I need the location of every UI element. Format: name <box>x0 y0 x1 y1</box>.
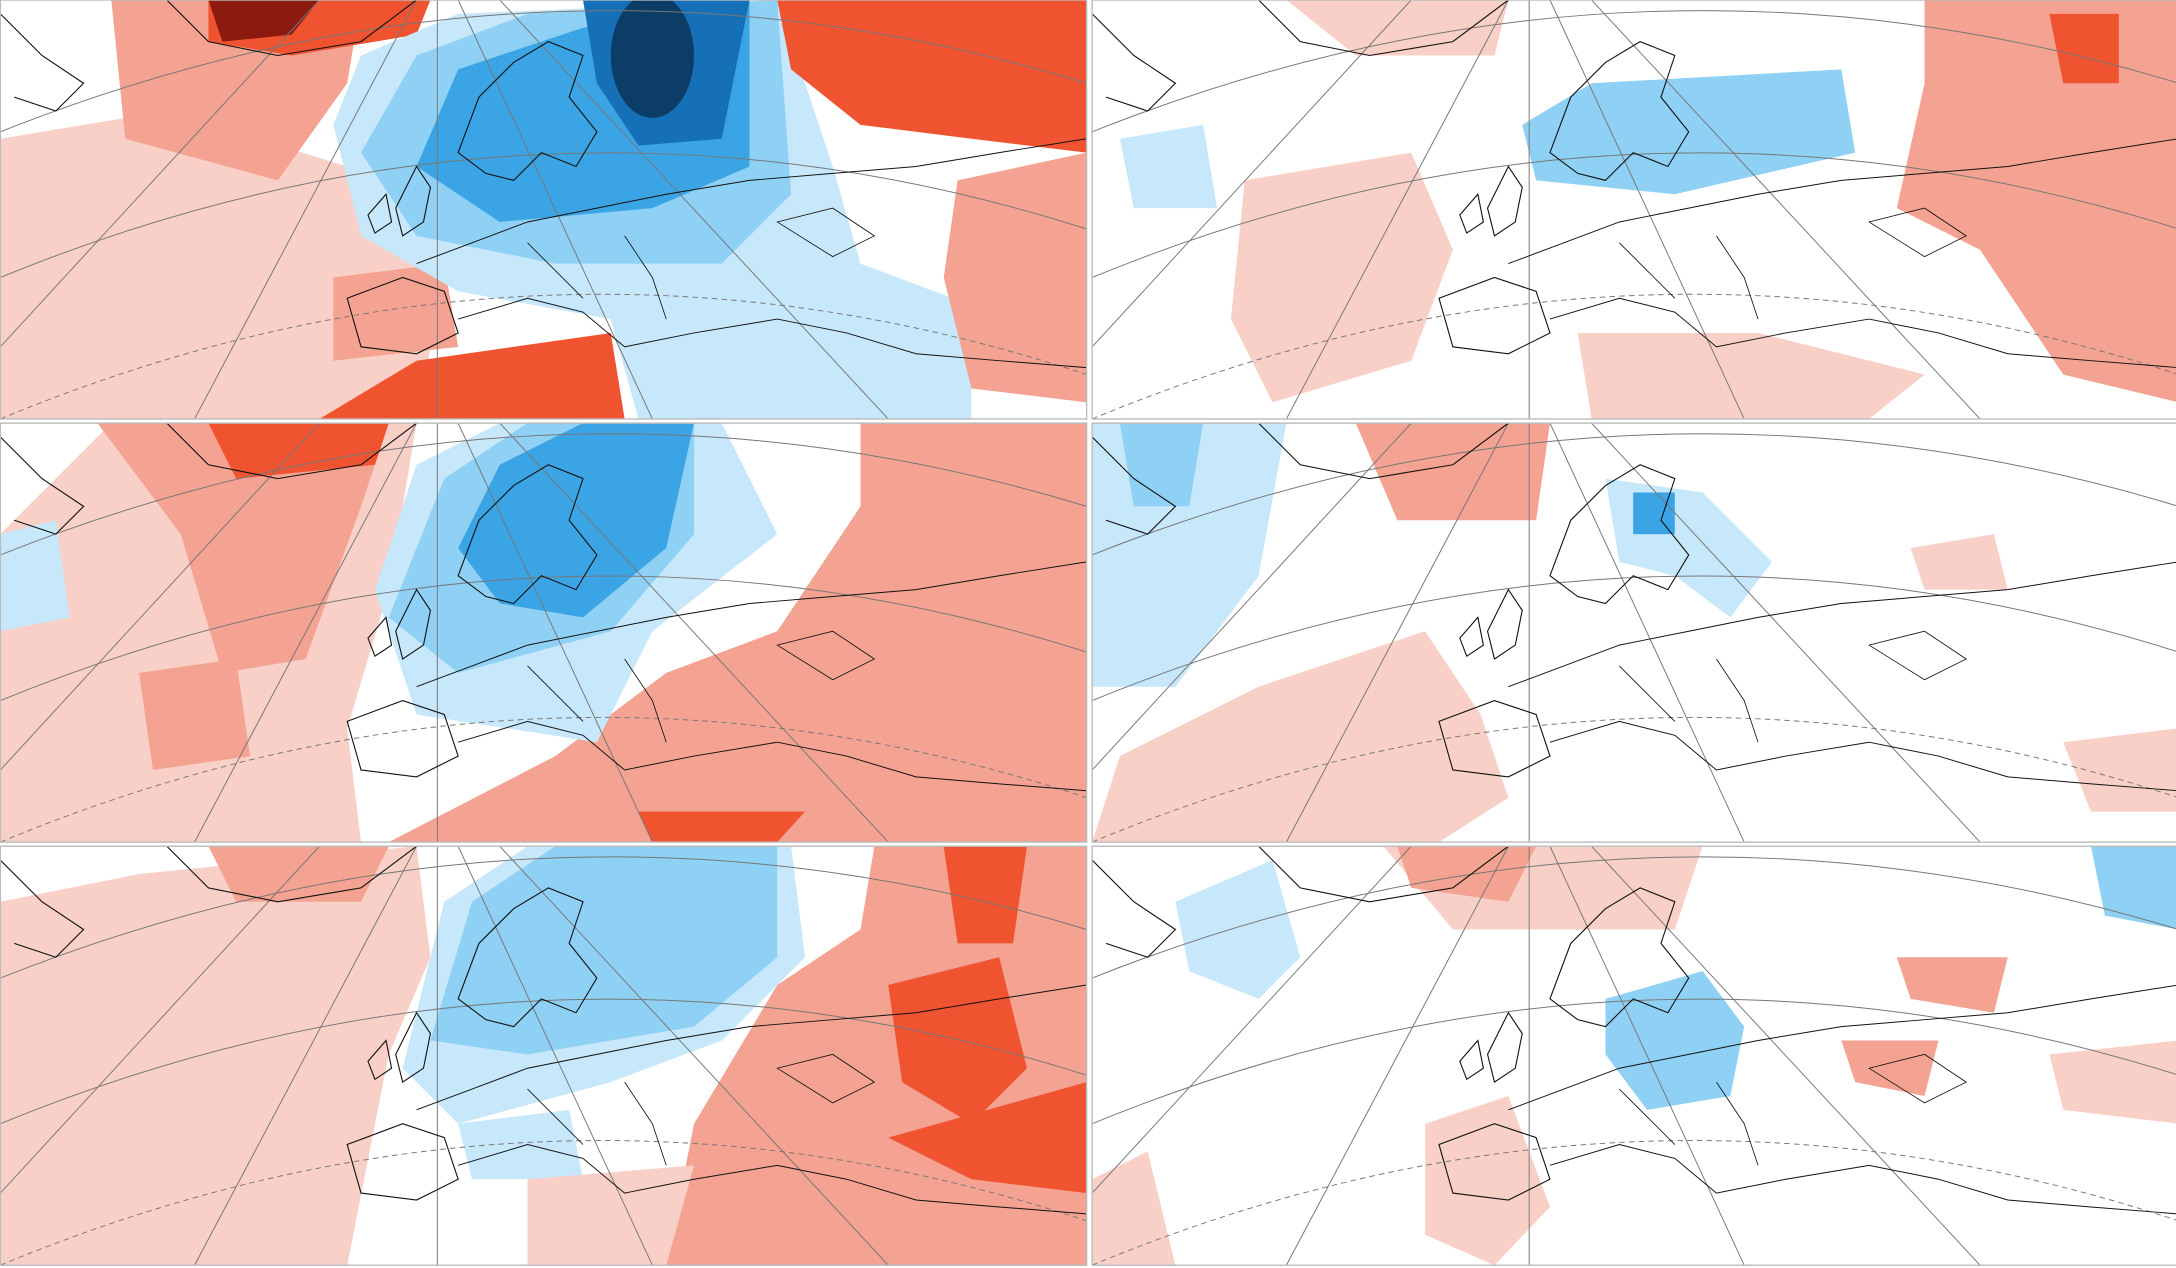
anomaly-area <box>1577 332 1925 419</box>
anomaly-area <box>1605 971 1745 1110</box>
anomaly-area <box>610 0 694 118</box>
panel-border <box>0 845 1088 1266</box>
map-field <box>1092 846 2176 1266</box>
panel-border <box>0 422 1088 843</box>
anomaly-area <box>97 423 389 673</box>
anomaly-area <box>1841 1040 1939 1096</box>
map-panel <box>1091 422 2176 843</box>
anomaly-area <box>1896 957 2008 1013</box>
anomaly-area <box>458 1109 584 1180</box>
anomaly-area <box>1175 860 1301 999</box>
anomaly-area <box>2063 728 2176 812</box>
anomaly-area <box>2049 13 2119 84</box>
anomaly-area <box>1092 631 1509 843</box>
anomaly-area <box>943 152 1087 403</box>
anomaly-area <box>943 846 1027 944</box>
anomaly-area <box>0 846 431 1266</box>
anomaly-area <box>638 811 805 843</box>
anomaly-area <box>208 0 320 42</box>
panel-border <box>1091 0 2176 420</box>
anomaly-area <box>139 658 251 770</box>
map-field <box>0 846 1087 1266</box>
anomaly-area <box>777 0 1087 153</box>
map-panel <box>1091 0 2176 420</box>
map-field <box>0 423 1087 843</box>
anomaly-area <box>2091 846 2176 930</box>
anomaly-area <box>1119 423 1204 507</box>
anomaly-area <box>1230 152 1453 403</box>
map-panel <box>0 0 1088 420</box>
anomaly-area <box>208 846 389 902</box>
anomaly-area <box>527 1165 695 1266</box>
panel-border <box>1091 845 2176 1266</box>
anomaly-area <box>333 263 459 361</box>
map-field <box>1092 0 2176 419</box>
map-panel <box>0 845 1088 1266</box>
map-field <box>0 0 1087 419</box>
anomaly-area <box>208 423 389 479</box>
panel-border <box>1091 422 2176 843</box>
map-field <box>1092 423 2176 843</box>
anomaly-area <box>0 152 84 278</box>
map-panel <box>0 422 1088 843</box>
anomaly-area <box>319 332 625 419</box>
anomaly-area <box>1910 534 2008 590</box>
map-panel <box>1091 845 2176 1266</box>
anomaly-area <box>888 957 1027 1124</box>
anomaly-area <box>2049 1040 2176 1124</box>
anomaly-area <box>388 423 1087 843</box>
anomaly-area <box>1896 0 2176 402</box>
panel-border <box>0 0 1088 420</box>
anomaly-area <box>1119 124 1218 209</box>
anomaly-area <box>1092 1151 1176 1266</box>
anomaly-area <box>888 1082 1087 1194</box>
